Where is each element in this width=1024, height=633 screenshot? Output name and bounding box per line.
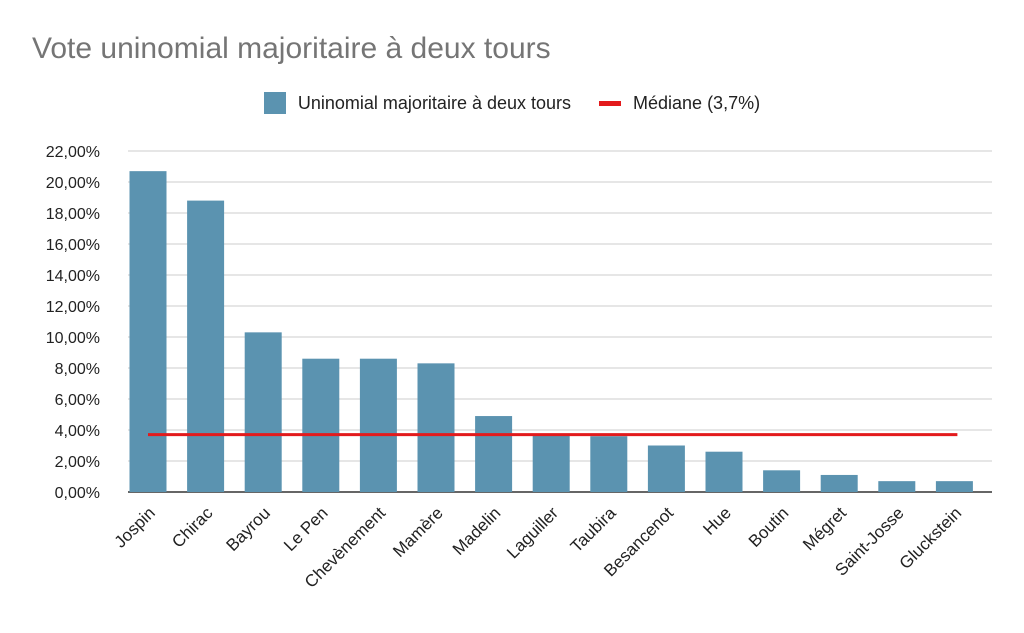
x-tick-label: Jospin <box>111 503 159 551</box>
legend-bar-label: Uninomial majoritaire à deux tours <box>297 92 572 113</box>
legend-median-swatch <box>599 100 622 106</box>
bar-mam-re <box>417 363 455 492</box>
y-tick-label: 4,00% <box>55 423 100 440</box>
y-tick-label: 2,00% <box>55 454 100 471</box>
bar-le-pen <box>302 358 340 492</box>
y-tick-label: 6,00% <box>55 392 100 409</box>
legend: Uninomial majoritaire à deux tours Média… <box>0 92 1024 114</box>
x-tick-label: Mégret <box>799 503 850 554</box>
y-tick-label: 16,00% <box>46 237 100 254</box>
x-tick-label: Madelin <box>449 503 505 559</box>
bar-chirac <box>187 200 225 492</box>
x-tick-label: Laguiller <box>503 503 562 562</box>
legend-bar-swatch <box>263 92 286 114</box>
x-tick-label: Le Pen <box>280 503 332 555</box>
x-tick-label: Boutin <box>745 503 793 551</box>
bar-gluckstein <box>935 481 973 492</box>
x-tick-label: Taubira <box>567 503 620 556</box>
bar-hue <box>705 451 743 492</box>
x-tick-label: Chirac <box>168 503 217 552</box>
x-tick-label: Mamère <box>389 503 447 561</box>
bar-laguiller <box>532 434 570 492</box>
x-tick-label: Bayrou <box>222 503 274 555</box>
y-tick-label: 20,00% <box>46 175 100 192</box>
bar-besancenot <box>647 445 685 492</box>
bar-jospin <box>129 171 167 492</box>
bar-saint-josse <box>878 481 916 492</box>
bar-m-gret <box>820 474 858 492</box>
bar-taubira <box>590 436 628 492</box>
legend-item-bars: Uninomial majoritaire à deux tours <box>263 92 572 114</box>
bar-bayrou <box>244 332 282 492</box>
y-tick-label: 8,00% <box>55 361 100 378</box>
chart-title: Vote uninomial majoritaire à deux tours <box>32 32 551 65</box>
bar-boutin <box>763 470 801 492</box>
y-tick-label: 18,00% <box>46 206 100 223</box>
y-tick-label: 22,00% <box>46 144 100 161</box>
bar-madelin <box>475 416 513 492</box>
y-tick-label: 0,00% <box>55 485 100 502</box>
x-tick-label: Gluckstein <box>896 503 966 573</box>
y-tick-label: 12,00% <box>46 299 100 316</box>
bar-chev-nement <box>359 358 397 492</box>
y-tick-label: 10,00% <box>46 330 100 347</box>
y-tick-label: 14,00% <box>46 268 100 285</box>
legend-median-label: Médiane (3,7%) <box>633 92 761 113</box>
x-tick-label: Hue <box>699 503 734 538</box>
legend-item-median: Médiane (3,7%) <box>599 93 760 114</box>
